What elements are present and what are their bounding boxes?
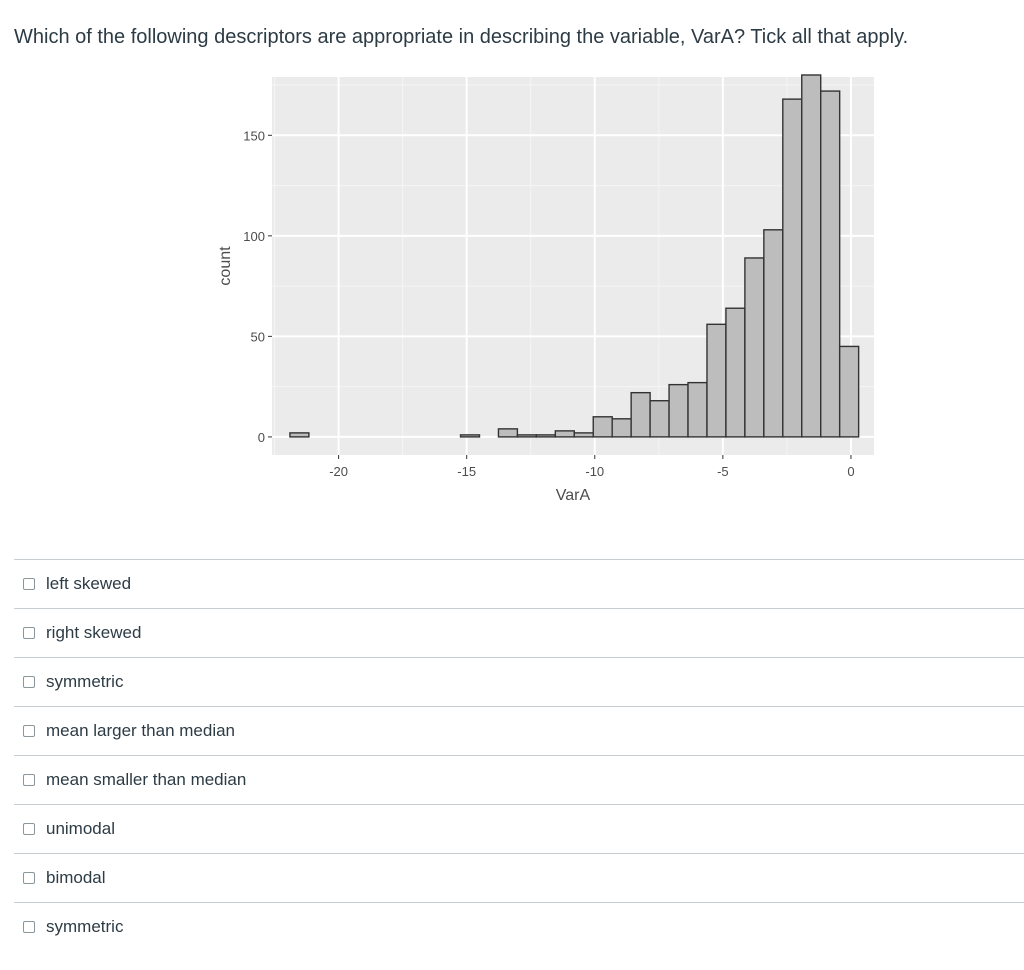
y-tick-label: 0: [258, 430, 265, 445]
answer-checkbox[interactable]: [23, 676, 35, 688]
answer-checkbox[interactable]: [23, 627, 35, 639]
answer-option[interactable]: mean larger than median: [14, 707, 1024, 756]
x-tick-label: 0: [847, 464, 854, 479]
histogram-bar: [706, 323, 727, 438]
histogram-bar: [535, 434, 557, 438]
answer-checkbox[interactable]: [23, 823, 35, 835]
histogram-bar: [573, 432, 594, 438]
x-axis-label: VarA: [556, 487, 591, 504]
answer-label: symmetric: [46, 672, 124, 691]
histogram-bar: [630, 391, 651, 438]
answer-checkbox[interactable]: [23, 872, 35, 884]
histogram-bar: [838, 345, 860, 438]
x-tick-label: -10: [585, 464, 604, 479]
histogram-bars: [289, 74, 860, 438]
answer-checkbox[interactable]: [23, 578, 35, 590]
histogram-bar: [289, 432, 310, 438]
answer-checkbox[interactable]: [23, 774, 35, 786]
histogram-bar: [611, 418, 632, 438]
histogram-bar: [744, 257, 765, 438]
y-axis: 0 50 100 150: [243, 128, 272, 445]
answer-label: unimodal: [46, 819, 115, 838]
answer-option[interactable]: symmetric: [14, 903, 1024, 951]
x-axis: -20 -15 -10 -5 0: [329, 455, 855, 479]
answer-label: bimodal: [46, 868, 106, 887]
y-tick-label: 150: [243, 128, 265, 143]
answer-label: left skewed: [46, 574, 132, 593]
answer-label: mean smaller than median: [46, 770, 247, 789]
histogram-bar: [592, 416, 613, 438]
x-tick-label: -15: [457, 464, 476, 479]
x-tick-label: -5: [717, 464, 729, 479]
answer-option[interactable]: right skewed: [14, 609, 1024, 658]
y-tick-label: 100: [243, 229, 265, 244]
y-axis-label: count: [217, 246, 234, 286]
histogram-bar: [516, 434, 538, 438]
histogram-bar: [763, 229, 784, 438]
histogram-bar: [687, 381, 708, 438]
histogram-chart: 0 50 100 150 -20 -15 -10 -5 0 VarA count: [217, 74, 874, 504]
histogram-bar: [820, 90, 841, 438]
histogram-bar: [782, 98, 803, 438]
histogram-bar: [497, 428, 519, 438]
answer-list: left skewed right skewed symmetric mean lar…: [14, 559, 1024, 951]
x-tick-label: -20: [329, 464, 348, 479]
grid-minor: [272, 77, 874, 455]
answer-option[interactable]: unimodal: [14, 805, 1024, 854]
y-tick-label: 50: [251, 329, 265, 344]
question-text: Which of the following descriptors are a…: [14, 26, 909, 48]
answer-label: right skewed: [46, 623, 142, 642]
answer-option[interactable]: mean smaller than median: [14, 756, 1024, 805]
answer-option[interactable]: symmetric: [14, 658, 1024, 707]
answer-label: mean larger than median: [46, 721, 236, 740]
histogram-bar: [725, 307, 746, 438]
answer-option[interactable]: bimodal: [14, 854, 1024, 903]
histogram-bar: [649, 400, 670, 438]
answer-checkbox[interactable]: [23, 725, 35, 737]
answer-checkbox[interactable]: [23, 921, 35, 933]
histogram-bar: [459, 434, 481, 438]
histogram-bar: [554, 430, 575, 438]
histogram-bar: [668, 383, 689, 438]
histogram-bar: [801, 74, 822, 438]
answer-option[interactable]: left skewed: [14, 560, 1024, 609]
answer-label: symmetric: [46, 917, 124, 936]
